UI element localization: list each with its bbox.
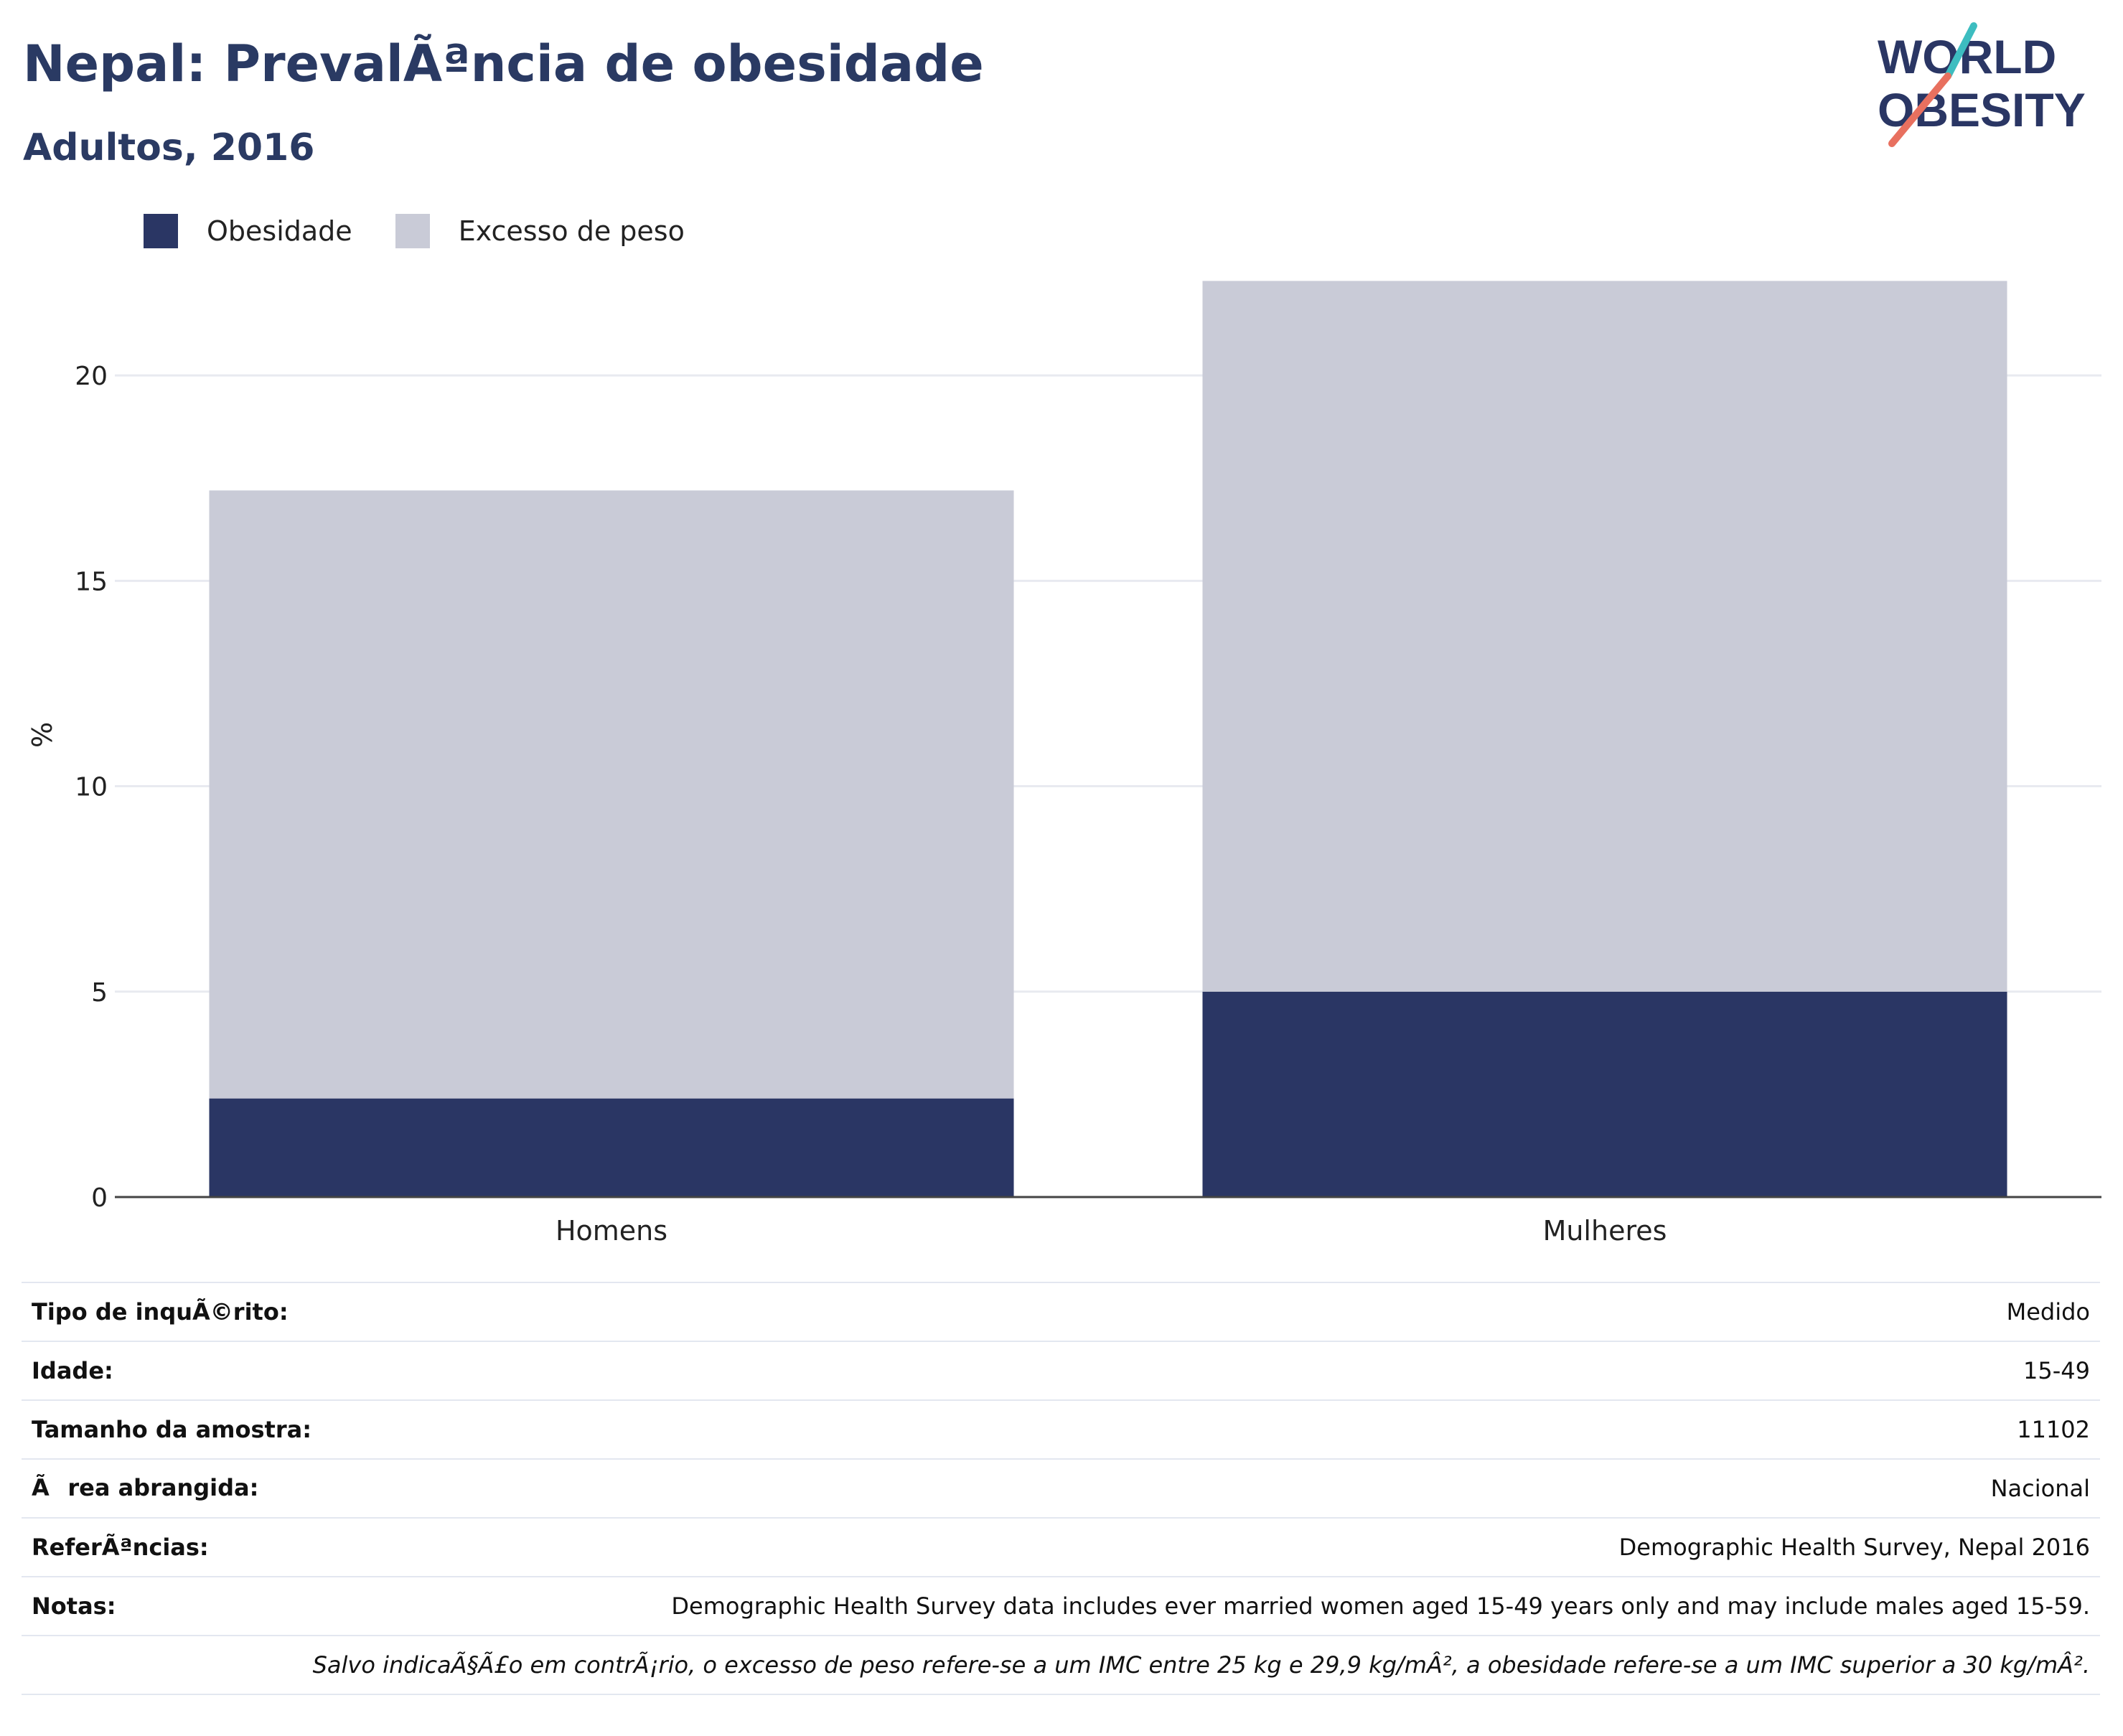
- x-tick-label-homens: Homens: [556, 1215, 667, 1247]
- logo-word-obesity: OBESITY: [1878, 83, 2086, 136]
- meta-label: Tamanho da amostra:: [22, 1399, 380, 1459]
- meta-value: Medido: [380, 1282, 2100, 1341]
- chart-subtitle: Adultos, 2016: [23, 126, 315, 169]
- y-tick-label: 15: [75, 567, 108, 596]
- bars: [209, 281, 2007, 1197]
- bar-obesidade-mulheres[interactable]: [1202, 991, 2007, 1197]
- logo-slash-coral: [1888, 72, 1951, 147]
- legend: Obesidade Excesso de peso: [144, 214, 728, 248]
- meta-value: Nacional: [380, 1458, 2100, 1518]
- y-axis-label: %: [27, 722, 58, 748]
- legend-item-obesidade[interactable]: Obesidade: [144, 214, 352, 248]
- meta-value: Demographic Health Survey data includes …: [380, 1576, 2100, 1636]
- bar-excesso-de-peso-homens[interactable]: [209, 490, 1014, 1099]
- world-obesity-logo: WORLD OBESITY: [1878, 22, 2086, 147]
- x-tick-label-mulheres: Mulheres: [1543, 1215, 1667, 1247]
- chart-title: Nepal: PrevalÃªncia de obesidade: [23, 34, 984, 93]
- meta-row: ReferÃªncias: Demographic Health Survey, …: [22, 1517, 2100, 1577]
- meta-label: ReferÃªncias:: [22, 1517, 380, 1577]
- meta-label: Idade:: [22, 1341, 380, 1400]
- meta-label: Notas:: [22, 1576, 380, 1636]
- y-tick-label: 0: [91, 1183, 108, 1213]
- meta-label: Tipo de inquÃ©rito:: [22, 1282, 380, 1341]
- meta-value: Demographic Health Survey, Nepal 2016: [380, 1517, 2100, 1577]
- y-axis-ticks: 0 5 10 15 20: [75, 362, 108, 1213]
- logo-slash-teal: [1944, 22, 1977, 80]
- meta-value: 15-49: [380, 1341, 2100, 1400]
- meta-row: Notas: Demographic Health Survey data inc…: [22, 1576, 2100, 1636]
- bmi-definition-note: Salvo indicaÃ§Ã£o em contrÃ¡rio, o exces…: [22, 1635, 2100, 1695]
- y-tick-label: 10: [75, 773, 108, 802]
- x-axis-ticks: Homens Mulheres: [556, 1215, 1667, 1247]
- meta-row: Ãrea abrangida: Nacional: [22, 1458, 2100, 1518]
- meta-row: Tamanho da amostra: 11102: [22, 1399, 2100, 1459]
- meta-row: Idade: 15-49: [22, 1341, 2100, 1400]
- survey-metadata-table: Tipo de inquÃ©rito: Medido Idade: 15-49 Tama…: [22, 1282, 2100, 1695]
- legend-label-obesidade: Obesidade: [207, 215, 352, 247]
- legend-label-excesso-de-peso: Excesso de peso: [458, 215, 685, 247]
- bar-excesso-de-peso-mulheres[interactable]: [1202, 281, 2007, 992]
- meta-value: 11102: [380, 1399, 2100, 1459]
- y-tick-label: 20: [75, 362, 108, 391]
- legend-swatch-excesso-de-peso: [395, 214, 430, 248]
- meta-row-footnote: Salvo indicaÃ§Ã£o em contrÃ¡rio, o exces…: [22, 1635, 2100, 1695]
- meta-label: Ãrea abrangida:: [22, 1458, 380, 1518]
- legend-swatch-obesidade: [144, 214, 178, 248]
- meta-row: Tipo de inquÃ©rito: Medido: [22, 1282, 2100, 1341]
- legend-item-excesso-de-peso[interactable]: Excesso de peso: [395, 214, 685, 248]
- bar-obesidade-homens[interactable]: [209, 1098, 1014, 1197]
- bar-chart: 0 5 10 15 20 Homens Mulheres %: [27, 281, 2101, 1247]
- y-tick-label: 5: [91, 978, 108, 1008]
